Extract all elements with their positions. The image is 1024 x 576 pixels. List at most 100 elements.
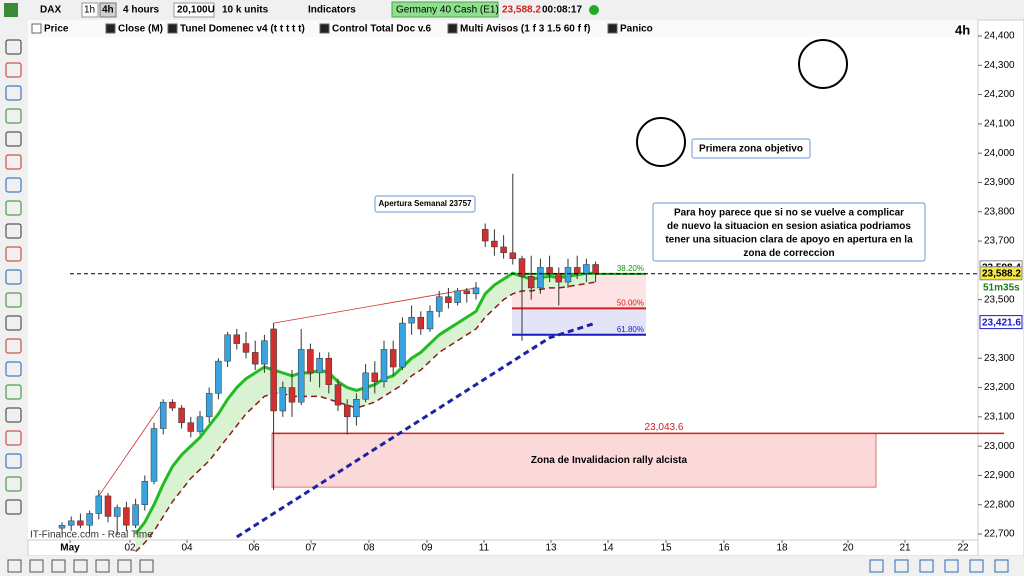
candle-body [187, 422, 195, 432]
indicator-name[interactable]: Close (M) [118, 24, 163, 35]
indicator-checkbox[interactable] [167, 23, 178, 34]
indicator-name[interactable]: Panico [620, 24, 653, 35]
candle-body [527, 275, 535, 289]
candle-body [380, 349, 388, 382]
invalidation-zone [271, 432, 877, 488]
bottom-toolbar [0, 556, 1024, 576]
tool-icon[interactable] [5, 131, 22, 147]
tool-icon[interactable] [5, 108, 22, 124]
tool-icon[interactable] [5, 430, 22, 446]
comment-line: Para hoy parece que si no se vuelve a co… [674, 208, 904, 219]
zone-text: Zona de Invalidacion rally alcista [531, 455, 688, 466]
tool-icon[interactable] [5, 223, 22, 239]
tool-icon[interactable] [95, 559, 110, 573]
tool-icon[interactable] [5, 85, 22, 101]
size-box[interactable] [173, 2, 215, 18]
tf-button[interactable] [81, 2, 99, 18]
tool-icon[interactable] [5, 177, 22, 193]
date-label: 02 [124, 543, 136, 554]
indicator-checkbox[interactable] [31, 23, 42, 34]
tool-icon[interactable] [5, 246, 22, 262]
date-label: 04 [181, 543, 193, 554]
tf1[interactable]: 1h [84, 5, 95, 16]
tool-icon[interactable] [5, 315, 22, 331]
app-icon[interactable] [4, 3, 18, 17]
tool-icon[interactable] [944, 559, 959, 573]
tool-icon[interactable] [29, 559, 44, 573]
date-label: 13 [545, 543, 557, 554]
indicator-name[interactable]: Control Total Doc v.6 [332, 24, 432, 35]
candle-body [371, 372, 379, 382]
last-price: 23,588.2 [502, 5, 541, 16]
indicator-name[interactable]: Multi Avisos (1 f 3 1.5 60 f f) [460, 24, 590, 35]
candle-body [445, 296, 452, 303]
tool-icon[interactable] [869, 559, 884, 573]
period[interactable]: 4 hours [123, 5, 160, 16]
tool-icon[interactable] [73, 559, 88, 573]
trendline [273, 287, 477, 324]
indicator-checkbox[interactable] [447, 23, 458, 34]
tool-icon[interactable] [5, 453, 22, 469]
tool-icon[interactable] [7, 559, 22, 573]
tool-icon[interactable] [5, 338, 22, 354]
candle-body [169, 401, 176, 409]
status [589, 5, 599, 15]
tool-icon[interactable] [919, 559, 934, 573]
tool-icon[interactable] [969, 559, 984, 573]
tool-icon[interactable] [5, 499, 22, 515]
candle-body [307, 349, 314, 374]
candle-body [67, 520, 75, 526]
tool-icon[interactable] [5, 39, 22, 55]
candle-body [215, 360, 222, 394]
candle-body [77, 520, 84, 526]
date-label: 16 [718, 543, 730, 554]
tool-icon[interactable] [5, 476, 22, 492]
candle-body [123, 507, 130, 526]
tool-icon[interactable] [117, 559, 132, 573]
indicators[interactable]: Indicators [308, 5, 356, 16]
tool-icon[interactable] [5, 407, 22, 423]
indicator-checkbox[interactable] [607, 23, 618, 34]
note: Apertura Semanal 23757 [379, 199, 472, 208]
tool-icon[interactable] [139, 559, 154, 573]
symbol[interactable]: DAX [40, 5, 61, 16]
indicator-name[interactable]: Price [44, 24, 69, 35]
tool-icon[interactable] [5, 154, 22, 170]
tf-button[interactable] [99, 2, 117, 18]
tool-icon[interactable] [994, 559, 1009, 573]
tool-icon[interactable] [51, 559, 66, 573]
indicator-checkbox[interactable] [319, 23, 330, 34]
instrument[interactable]: Germany 40 Cash (E1) [396, 5, 499, 16]
candle-body [509, 252, 517, 259]
price-label: 22,800 [984, 499, 1015, 510]
candle-body [205, 393, 213, 418]
date-axis [27, 539, 979, 557]
tool-icon[interactable] [5, 292, 22, 308]
indicator-checkbox[interactable] [105, 23, 116, 34]
timer: 00:08:17 [542, 5, 582, 16]
units[interactable]: 10 k units [222, 5, 269, 16]
tool-icon[interactable] [5, 62, 22, 78]
price-label: 23,900 [984, 177, 1015, 188]
tool-icon[interactable] [5, 361, 22, 377]
date-label: 07 [305, 543, 317, 554]
size[interactable]: 20,100U [177, 5, 215, 16]
note: Primera zona objetivo [699, 144, 803, 155]
indicator-name[interactable]: Tunel Domenec v4 (t t t t t) [180, 24, 305, 35]
date-label: 21 [899, 543, 911, 554]
date-label: 20 [842, 543, 854, 554]
instrument-box[interactable] [391, 1, 499, 18]
date-label: 09 [421, 543, 433, 554]
tf2[interactable]: 4h [102, 5, 114, 16]
tool-icon[interactable] [5, 269, 22, 285]
tool-icon[interactable] [5, 384, 22, 400]
tool-icon[interactable] [5, 200, 22, 216]
candle-body [546, 267, 553, 274]
candle-body [353, 398, 360, 418]
candle-body [564, 267, 572, 283]
price-label: 24,300 [984, 60, 1015, 71]
price-label: 23,100 [984, 411, 1015, 422]
tool-icon[interactable] [894, 559, 909, 573]
price-label: 23,200 [984, 382, 1015, 393]
